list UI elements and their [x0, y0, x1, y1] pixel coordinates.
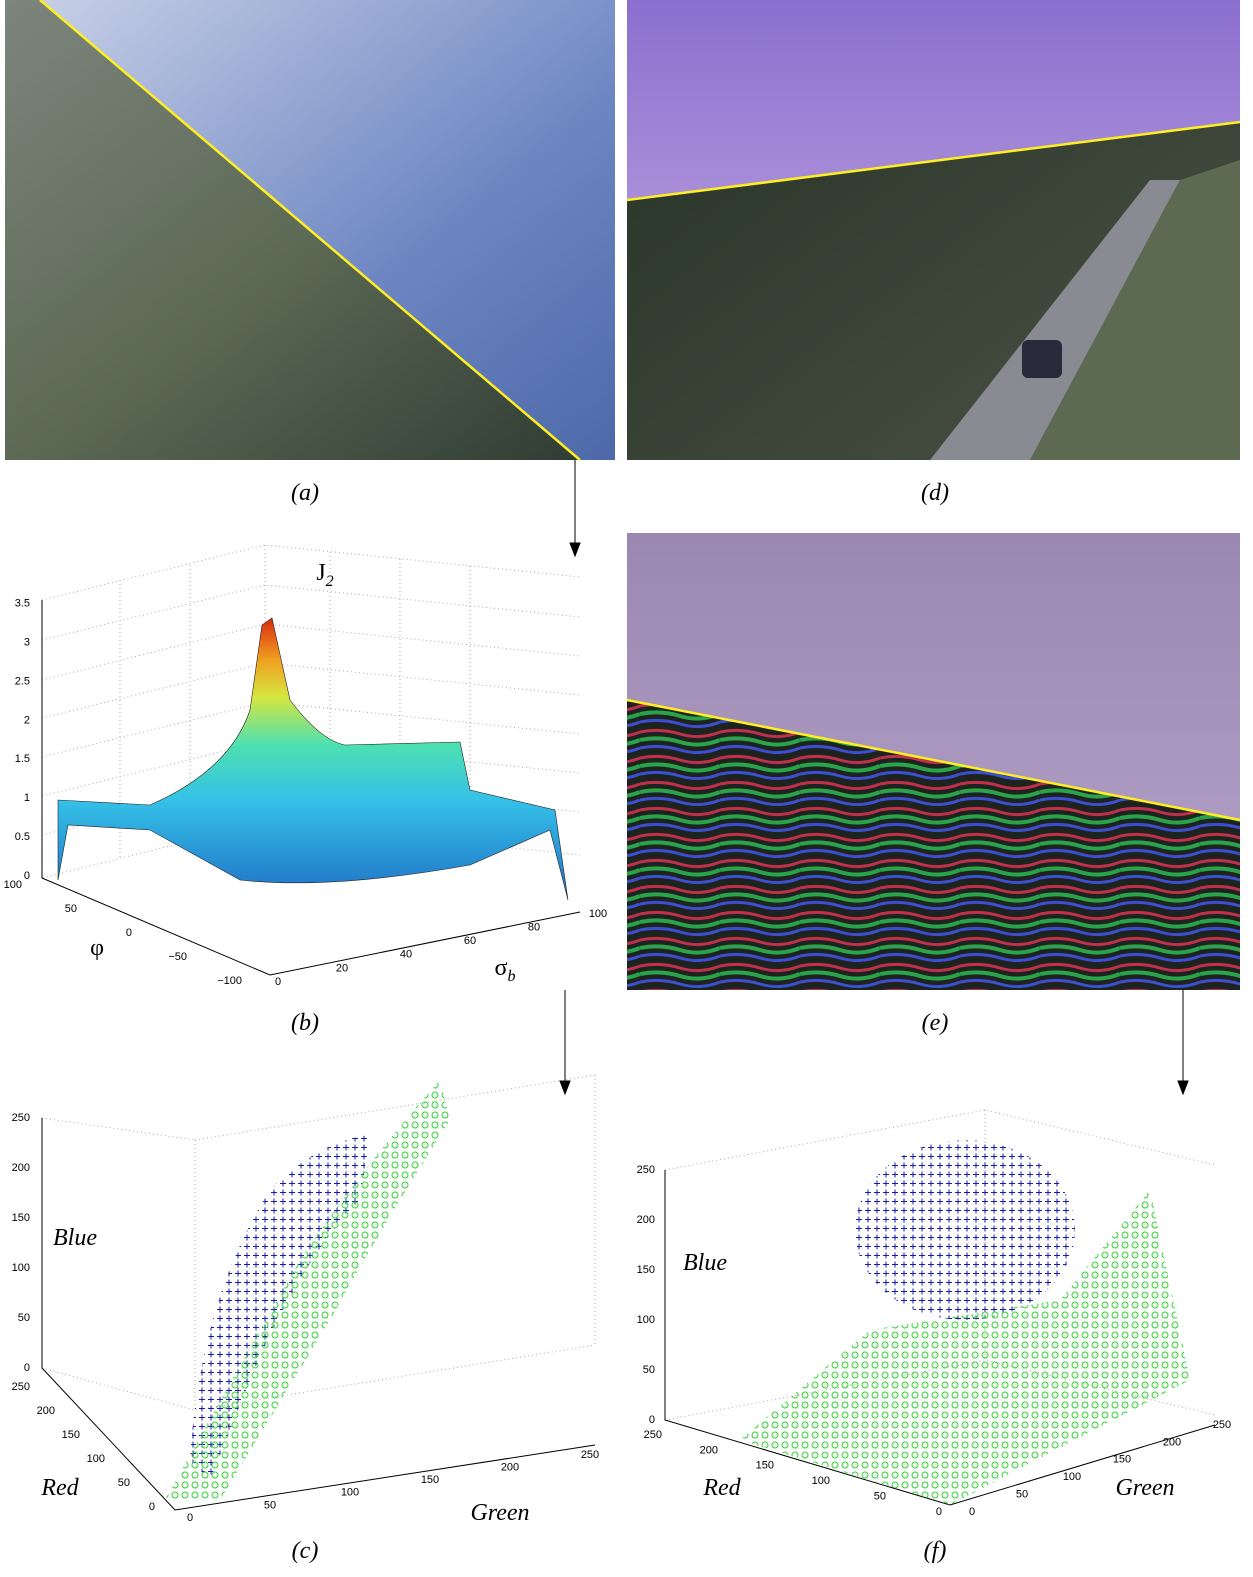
plot-f-frame — [664, 1109, 1216, 1506]
photo-e — [626, 533, 1241, 990]
tick-label: 200 — [37, 1405, 55, 1417]
x-axis-label: φ — [90, 935, 104, 961]
label-sub: b — [507, 968, 515, 985]
tick-label: 50 — [264, 1499, 276, 1511]
tick-label: 50 — [18, 1312, 30, 1324]
plot-c-frame — [41, 1074, 596, 1511]
tick-label: 40 — [400, 949, 412, 961]
tick-label: 50 — [1016, 1489, 1028, 1501]
tick-label: 0 — [24, 1362, 30, 1374]
caption: (e) — [922, 1010, 949, 1036]
caption: (f) — [924, 1538, 947, 1564]
tick-label: 2 — [24, 714, 30, 726]
z-axis-label: Blue — [53, 1225, 97, 1251]
label-sub: 2 — [326, 573, 334, 590]
tick-label: 150 — [62, 1429, 80, 1441]
tick-label: 150 — [637, 1264, 655, 1276]
tick-label: 200 — [1163, 1436, 1181, 1448]
photo-a — [5, 0, 615, 461]
label-main: J — [316, 560, 325, 586]
z-axis-label: J2 — [316, 560, 333, 590]
caption: (b) — [291, 1010, 319, 1036]
tick-label: 250 — [12, 1381, 30, 1393]
tick-label: 100 — [4, 879, 22, 891]
tick-label: 150 — [756, 1460, 774, 1472]
tick-label: 200 — [700, 1444, 718, 1456]
tick-label: 2.5 — [15, 675, 30, 687]
tick-label: 50 — [65, 903, 77, 915]
tick-label: −100 — [217, 975, 242, 987]
tick-label: 100 — [589, 908, 607, 920]
tick-label: 100 — [12, 1262, 30, 1274]
tick-label: 80 — [528, 922, 540, 934]
tick-label: 0.5 — [15, 831, 30, 843]
tick-label: 150 — [421, 1474, 439, 1486]
tick-label: 0 — [149, 1501, 155, 1513]
tick-label: 250 — [644, 1429, 662, 1441]
caption: (c) — [292, 1538, 319, 1564]
tick-label: 250 — [581, 1449, 599, 1461]
label-main: σ — [495, 955, 508, 981]
tick-label: 20 — [336, 962, 348, 974]
tick-label: 3 — [24, 637, 30, 649]
tick-label: 0 — [649, 1414, 655, 1426]
tick-label: 100 — [1063, 1471, 1081, 1483]
tick-label: 150 — [1113, 1454, 1131, 1466]
tick-label: 100 — [87, 1453, 105, 1465]
tick-label: 60 — [464, 935, 476, 947]
tick-label: 200 — [637, 1214, 655, 1226]
tick-label: 1 — [24, 792, 30, 804]
tick-label: 250 — [637, 1164, 655, 1176]
tick-label: 200 — [501, 1462, 519, 1474]
tick-label: 1.5 — [15, 753, 30, 765]
tick-label: 0 — [275, 976, 281, 988]
tick-label: 0 — [187, 1512, 193, 1524]
photo-d — [626, 0, 1241, 460]
tick-label: 200 — [12, 1162, 30, 1174]
y-axis-label: Green — [470, 1500, 529, 1526]
tick-label: 3.5 — [15, 598, 30, 610]
y-axis-label: Green — [1115, 1475, 1174, 1501]
tick-label: 100 — [812, 1475, 830, 1487]
z-axis-label: Blue — [683, 1250, 727, 1276]
tick-label: 0 — [969, 1506, 975, 1518]
tick-label: 150 — [12, 1212, 30, 1224]
tick-label: 50 — [118, 1477, 130, 1489]
caption: (d) — [921, 480, 949, 506]
y-axis-label: σb — [495, 955, 516, 985]
tick-label: 50 — [643, 1364, 655, 1376]
tick-label: 250 — [1213, 1419, 1231, 1431]
tick-label: 250 — [12, 1112, 30, 1124]
tick-label: 100 — [341, 1487, 359, 1499]
tick-label: 0 — [936, 1506, 942, 1518]
x-axis-label: Red — [40, 1475, 79, 1501]
caption: (a) — [291, 480, 319, 506]
tick-label: 100 — [637, 1314, 655, 1326]
plot-b-frame — [41, 544, 581, 976]
tick-label: 0 — [126, 927, 132, 939]
tick-label: −50 — [168, 951, 187, 963]
tick-label: 50 — [874, 1491, 886, 1503]
arrows — [559, 460, 1189, 1096]
x-axis-label: Red — [702, 1475, 741, 1501]
tick-label: 0 — [24, 870, 30, 882]
